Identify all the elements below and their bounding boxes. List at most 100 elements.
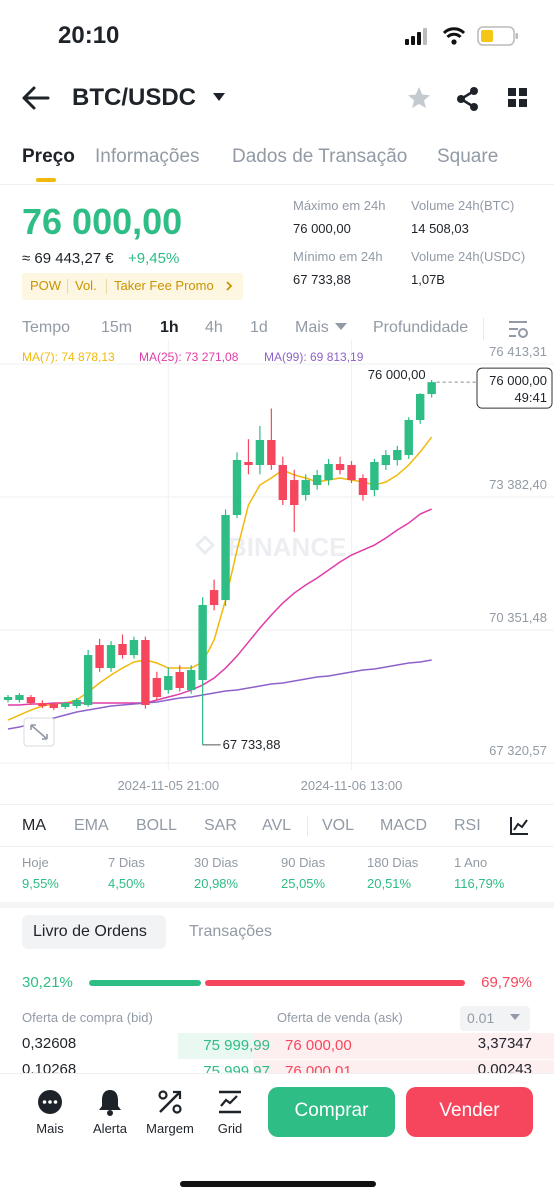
period-label: 90 Dias [281,855,326,870]
candle-body [106,645,116,669]
indicator-tab[interactable]: BOLL [136,817,177,834]
period-change: 25,05% [281,876,326,891]
indicator-tab[interactable]: EMA [74,817,109,834]
book-tab[interactable]: Transações [189,923,272,940]
candle-body [324,464,333,481]
fiat-price: ≈ 69 443,27 € [22,250,114,267]
divider [483,318,484,340]
margin-icon[interactable] [157,1089,183,1115]
y-tick-label: 76 413,31 [489,344,547,359]
bottom-item[interactable]: Grid [217,1121,243,1136]
indicator-tab[interactable]: AVL [262,817,292,834]
divider [0,846,554,847]
bid-depth [178,1033,253,1059]
favorite-star[interactable] [406,85,432,111]
ma-line [7,436,433,721]
precision-caret [510,1014,520,1020]
candle-body [427,382,436,395]
y-tick-label: 67 320,57 [489,743,547,758]
candle-body [61,703,70,708]
indicator-tab[interactable]: SAR [204,817,237,834]
bottom-item[interactable]: Alerta [93,1121,127,1136]
candle-body [72,700,81,707]
candle-body [267,440,276,466]
pair-title[interactable]: BTC/USDC [72,84,196,111]
precision[interactable]: 0.01 [467,1010,495,1026]
candle-body [312,475,322,486]
last-price: 76 000,00 [22,201,183,242]
more-icon[interactable] [37,1089,63,1115]
period-label: 7 Dias [108,855,145,870]
tag[interactable]: POW [30,278,62,293]
sell-button[interactable]: Vender [439,1100,500,1121]
pair-caret[interactable] [212,92,226,102]
bid-qty: 0,32608 [22,1035,77,1052]
tab[interactable]: Dados de Transação [232,146,408,167]
tab-underline [36,178,56,182]
bottom-item[interactable]: Margem [146,1121,194,1136]
buy-button-bg[interactable] [268,1087,395,1137]
period-change: 9,55% [22,876,59,891]
grid-icon[interactable] [217,1089,243,1115]
candle-body [347,465,356,481]
indicator-tab[interactable]: MACD [380,817,428,834]
tag[interactable]: Taker Fee Promo [114,278,214,293]
bottom-item[interactable]: Mais [36,1121,64,1136]
candle-body [209,590,219,606]
tag-strip [22,273,243,300]
share-button[interactable] [455,86,481,112]
stat-value: 67 733,88 [293,272,351,287]
chart-settings[interactable] [506,318,530,340]
interval[interactable]: 1d [250,319,268,336]
indicator-settings[interactable] [508,815,530,837]
precision-box[interactable] [460,1006,530,1031]
interval[interactable]: 1h [160,319,179,336]
period-label: 30 Dias [194,855,239,870]
candle-body [187,670,196,691]
tag-separator [106,279,107,294]
stat-label: Máximo em 24h [293,198,386,213]
indicator-tab[interactable]: MA [22,817,46,834]
interval[interactable]: Tempo [22,319,71,336]
tag[interactable]: Vol. [75,278,97,293]
tab[interactable]: Square [437,146,499,167]
divider [307,816,308,836]
sell-button-bg[interactable] [406,1087,533,1137]
last-price-box-label: 76 000,00 [489,373,547,388]
ma-legend: MA(99): 69 813,19 [264,350,364,364]
interval[interactable]: Mais [295,319,329,336]
ma-legend: MA(25): 73 271,08 [139,350,239,364]
candle-body [301,480,310,495]
tab[interactable]: Preço [22,146,75,167]
period-change: 20,51% [367,876,412,891]
tag-chevron [226,281,233,291]
tab[interactable]: Informações [95,146,200,167]
watermark: BINANCE [228,532,346,562]
candle-body [404,420,413,456]
indicator-tab[interactable]: RSI [454,817,481,834]
indicator-tab[interactable]: VOL [322,817,355,834]
buy-button[interactable]: Comprar [294,1100,369,1121]
interval[interactable]: Profundidade [373,319,469,336]
book-tab[interactable]: Livro de Ordens [33,923,147,940]
stat-label: Volume 24h(USDC) [411,249,526,264]
low-marker-label: 67 733,88 [223,737,281,752]
interval[interactable]: 4h [205,319,223,336]
candle-body [15,695,24,701]
interval[interactable]: 15m [101,319,133,336]
last-price-box [476,367,553,409]
candle-body [290,480,299,506]
layout-button[interactable] [507,87,529,109]
divider [0,184,554,185]
back-button[interactable] [20,84,52,112]
stat-value: 1,07B [411,272,445,287]
candle-body [141,640,150,706]
stat-value: 14 508,03 [411,221,469,236]
candle-body [381,455,391,466]
watermark-logo [195,535,215,555]
x-tick-label: 2024-11-06 13:00 [301,778,403,793]
candle-body [393,450,402,461]
candle-body [255,440,265,466]
alert-icon[interactable] [97,1088,123,1116]
